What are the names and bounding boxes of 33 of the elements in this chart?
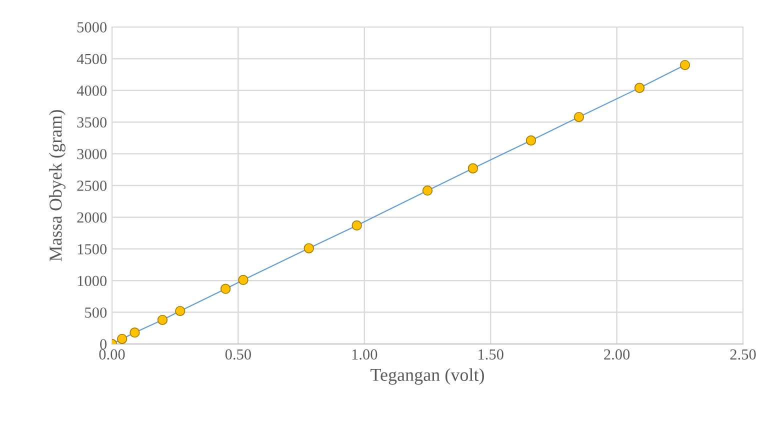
point: [238, 274, 248, 286]
x-tick-label: 2.00: [604, 349, 630, 360]
point: [422, 185, 433, 196]
y-tick-label: 500: [85, 307, 107, 318]
point: [574, 112, 584, 122]
point: [468, 163, 478, 174]
x-tick-label: 1.00: [352, 349, 378, 360]
point: [175, 306, 186, 316]
y-axis-title: Massa Obyek (gram): [49, 110, 66, 262]
y-tick-label: 3000: [77, 148, 107, 160]
y-tick-label: 1500: [78, 244, 107, 254]
y-tick-label: 4500: [76, 54, 107, 64]
y-tick-label: 3500: [77, 117, 107, 128]
point: [130, 328, 140, 338]
y-tick-label: 1000: [78, 276, 107, 286]
y-tick-label: 0: [100, 339, 107, 350]
y-tick-label: 2500: [77, 180, 107, 191]
point: [634, 82, 645, 93]
point: [680, 60, 690, 70]
y-tick-label: 4000: [76, 86, 107, 96]
point: [352, 220, 362, 231]
y-tick-label: 5000: [77, 22, 107, 32]
x-tick-label: 0.50: [225, 349, 251, 360]
y-tick-label: 2000: [77, 212, 107, 223]
point: [526, 135, 536, 146]
point: [220, 284, 231, 294]
point: [304, 243, 314, 254]
x-tick-label: 2.50: [730, 349, 756, 360]
x-tick-label: 0.00: [99, 349, 125, 360]
x-axis-title: Tegangan (volt): [370, 368, 484, 385]
point: [157, 314, 168, 325]
x-tick-label: 1.50: [478, 349, 504, 360]
point: [117, 334, 128, 344]
